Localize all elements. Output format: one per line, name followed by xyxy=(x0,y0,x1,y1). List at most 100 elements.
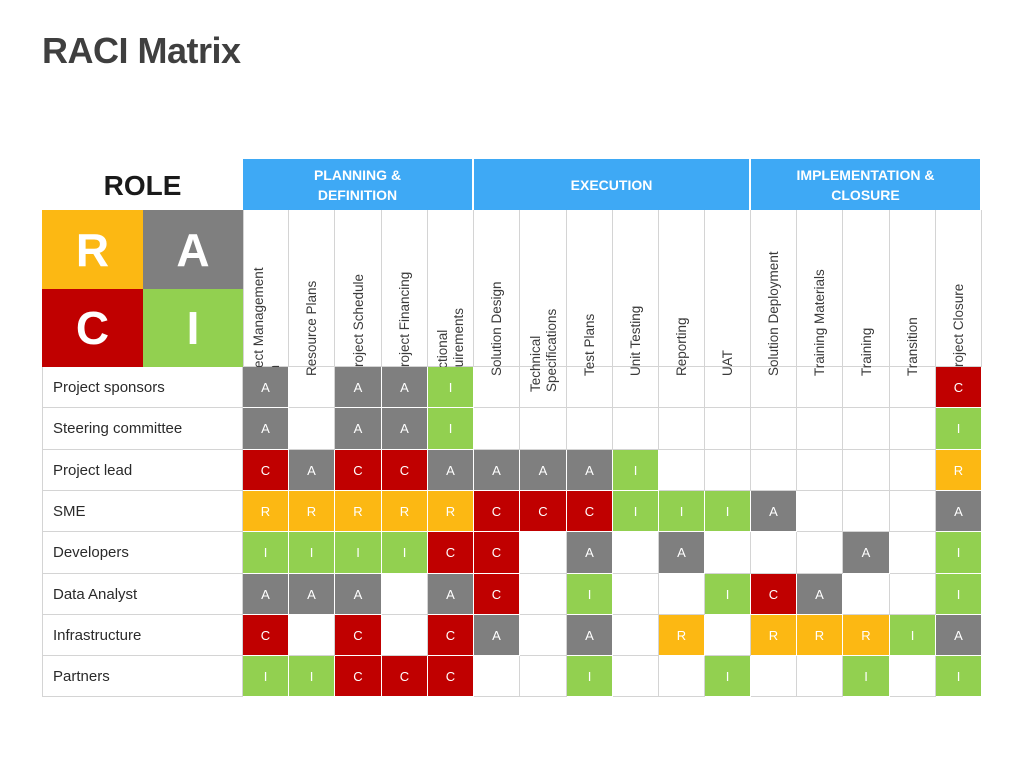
raci-cell xyxy=(705,615,751,656)
raci-cell: C xyxy=(428,656,474,697)
raci-cell: I xyxy=(382,532,428,574)
raci-cell xyxy=(474,367,520,408)
raci-cell: A xyxy=(243,408,289,450)
raci-cell xyxy=(289,408,335,450)
raci-cell xyxy=(797,450,843,491)
raci-cell xyxy=(520,574,567,615)
phase-header: EXECUTION xyxy=(474,159,751,210)
raci-cell xyxy=(659,367,705,408)
raci-cell: R xyxy=(243,491,289,532)
raci-cell xyxy=(705,367,751,408)
activity-label: Solution Design xyxy=(489,226,505,376)
raci-cell xyxy=(659,408,705,450)
raci-cell: A xyxy=(751,491,797,532)
raci-cell: C xyxy=(474,491,520,532)
activity-header: Training xyxy=(843,210,890,376)
raci-cell: R xyxy=(428,491,474,532)
activity-header: Functional Requirements xyxy=(428,210,474,392)
role-label: Partners xyxy=(42,656,243,697)
raci-cell: A xyxy=(428,450,474,491)
raci-cell: I xyxy=(289,532,335,574)
activity-header: Unit Testing xyxy=(613,210,659,376)
activity-label-line: Project Schedule xyxy=(350,273,366,376)
raci-cell xyxy=(567,408,613,450)
role-label: Project sponsors xyxy=(42,367,243,408)
raci-cell xyxy=(843,574,890,615)
raci-cell: A xyxy=(567,615,613,656)
role-label: Infrastructure xyxy=(42,615,243,656)
raci-cell xyxy=(751,408,797,450)
raci-cell: I xyxy=(936,408,982,450)
activity-label: Resource Plans xyxy=(304,226,320,376)
raci-cell: R xyxy=(797,615,843,656)
activity-label: Project Closure xyxy=(951,226,967,376)
raci-cell xyxy=(659,656,705,697)
raci-cell xyxy=(751,450,797,491)
raci-cell: I xyxy=(705,574,751,615)
raci-cell: A xyxy=(659,532,705,574)
activity-header: Project ManagementPlan xyxy=(243,210,289,392)
raci-cell: C xyxy=(474,532,520,574)
role-header: ROLE xyxy=(103,170,182,201)
raci-cell xyxy=(890,656,936,697)
role-label: Project lead xyxy=(42,450,243,491)
raci-cell: C xyxy=(567,491,613,532)
raci-cell: A xyxy=(428,574,474,615)
raci-cell xyxy=(751,532,797,574)
activity-label-line: Project Closure xyxy=(951,283,966,376)
raci-cell xyxy=(751,367,797,408)
raci-cell xyxy=(520,408,567,450)
raci-cell: A xyxy=(520,450,567,491)
raci-cell: I xyxy=(243,532,289,574)
activity-label-line: Training Materials xyxy=(812,269,827,376)
raci-cell xyxy=(890,450,936,491)
raci-cell: C xyxy=(335,615,382,656)
activity-header: Project Schedule xyxy=(335,210,382,376)
raci-cell xyxy=(797,491,843,532)
legend-a-tile: A xyxy=(143,210,243,289)
raci-cell xyxy=(705,532,751,574)
raci-cell: I xyxy=(613,450,659,491)
raci-cell xyxy=(751,656,797,697)
raci-cell: R xyxy=(659,615,705,656)
raci-cell xyxy=(289,615,335,656)
raci-cell: C xyxy=(382,450,428,491)
raci-cell xyxy=(382,574,428,615)
raci-cell xyxy=(520,532,567,574)
raci-cell: A xyxy=(243,574,289,615)
legend-c-tile: C xyxy=(42,289,143,367)
raci-cell: A xyxy=(335,408,382,450)
role-label: Steering committee xyxy=(42,408,243,450)
activity-label: Unit Testing xyxy=(628,226,644,376)
raci-cell xyxy=(797,532,843,574)
raci-cell: A xyxy=(474,615,520,656)
raci-cell xyxy=(567,367,613,408)
activity-header: Reporting xyxy=(659,210,705,376)
raci-cell: C xyxy=(936,367,982,408)
raci-cell: A xyxy=(797,574,843,615)
raci-cell xyxy=(474,408,520,450)
raci-cell: A xyxy=(289,450,335,491)
raci-cell xyxy=(613,367,659,408)
raci-cell xyxy=(613,408,659,450)
activity-header: UAT xyxy=(705,210,751,376)
raci-cell: R xyxy=(335,491,382,532)
phase-header: IMPLEMENTATION & CLOSURE xyxy=(751,159,982,210)
raci-cell: A xyxy=(567,532,613,574)
raci-cell: C xyxy=(335,450,382,491)
raci-cell xyxy=(890,408,936,450)
raci-cell: I xyxy=(428,367,474,408)
raci-cell: R xyxy=(751,615,797,656)
raci-cell xyxy=(843,408,890,450)
activity-header: Resource Plans xyxy=(289,210,335,376)
raci-cell xyxy=(890,491,936,532)
raci-cell: C xyxy=(335,656,382,697)
raci-cell: I xyxy=(289,656,335,697)
activity-label: Training xyxy=(859,226,875,376)
activity-label: Project Schedule xyxy=(351,226,367,376)
raci-cell: I xyxy=(936,656,982,697)
raci-cell xyxy=(659,450,705,491)
raci-cell: A xyxy=(243,367,289,408)
raci-cell xyxy=(890,574,936,615)
raci-cell: A xyxy=(335,367,382,408)
